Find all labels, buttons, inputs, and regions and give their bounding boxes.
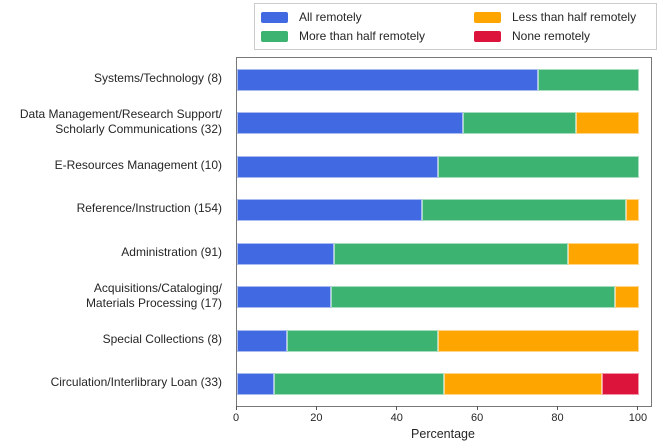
x-tick-label: 80 (551, 412, 564, 424)
category-label: Administration (91) (121, 244, 222, 259)
bar-segment (437, 329, 639, 352)
x-tick-mark (315, 406, 317, 410)
x-tick-mark (235, 406, 237, 410)
stacked-bar (237, 199, 651, 222)
plot-area (236, 57, 652, 407)
x-axis-label: Percentage (411, 427, 475, 441)
category-label: Circulation/Interlibrary Loan (33) (50, 375, 222, 390)
bar-segment (331, 286, 616, 309)
bar-segment (626, 199, 639, 222)
bar-segment (568, 242, 639, 265)
bar-segment (237, 112, 464, 135)
x-tick-label: 0 (232, 412, 240, 424)
bar-segment (273, 373, 444, 396)
bar-segment (602, 373, 639, 396)
bar-segment (463, 112, 577, 135)
stacked-bar (237, 155, 651, 178)
legend-swatch-icon (474, 11, 501, 23)
legend-label: More than half remotely (299, 29, 426, 43)
legend-label: Less than half remotely (512, 10, 637, 24)
bar-segment (334, 242, 569, 265)
bar-row (237, 319, 651, 363)
bar-segment (237, 286, 332, 309)
category-label: Reference/Instruction (154) (76, 201, 222, 216)
x-tick-mark (557, 406, 559, 410)
x-tick-label: 60 (471, 412, 484, 424)
bar-segment (237, 199, 423, 222)
legend-item: None remotely (474, 29, 656, 43)
category-label: Special Collections (8) (102, 331, 222, 346)
bar-segment (237, 373, 274, 396)
stacked-bar (237, 286, 651, 309)
stacked-bar (237, 373, 651, 396)
bar-row (237, 276, 651, 320)
bar-segment (576, 112, 639, 135)
bar-segment (237, 68, 539, 91)
category-label: Data Management/Research Support/ Schola… (19, 106, 222, 137)
x-tick-mark (637, 406, 639, 410)
bar-row (237, 145, 651, 189)
bar-segment (237, 155, 438, 178)
bar-row (237, 58, 651, 102)
y-axis-labels: Systems/Technology (8) Data Management/Re… (0, 57, 229, 405)
x-tick-label: 40 (390, 412, 403, 424)
stacked-bar (237, 68, 651, 91)
bar-segment (443, 373, 603, 396)
bar-segment (287, 329, 438, 352)
legend-item: More than half remotely (261, 29, 474, 43)
x-tick-mark (396, 406, 398, 410)
legend-swatch-icon (474, 30, 501, 42)
legend-item: All remotely (261, 10, 474, 24)
bar-row (237, 102, 651, 146)
stacked-bar (237, 329, 651, 352)
bar-segment (437, 155, 639, 178)
category-label: Systems/Technology (8) (93, 70, 222, 85)
bar-segment (237, 242, 335, 265)
x-tick-mark (476, 406, 478, 410)
category-label: Acquisitions/Cataloging/ Materials Proce… (85, 280, 222, 311)
stacked-bar (237, 242, 651, 265)
legend-label: None remotely (512, 29, 591, 43)
legend: All remotely Less than half remotely More … (254, 3, 657, 50)
stacked-bar (237, 112, 651, 135)
bar-segment (237, 329, 288, 352)
x-tick-label: 100 (628, 412, 648, 424)
bar-segment (422, 199, 627, 222)
bar-row (237, 232, 651, 276)
bar-segment (615, 286, 639, 309)
category-label: E-Resources Management (10) (54, 157, 222, 172)
bar-segment (538, 68, 639, 91)
x-axis: 0 20 40 60 80 100 (232, 406, 650, 428)
legend-item: Less than half remotely (474, 10, 656, 24)
bar-row (237, 189, 651, 233)
legend-swatch-icon (261, 11, 288, 23)
legend-label: All remotely (299, 10, 362, 24)
bar-row (237, 363, 651, 407)
legend-swatch-icon (261, 30, 288, 42)
x-tick-label: 20 (310, 412, 323, 424)
bars-container (237, 58, 651, 406)
